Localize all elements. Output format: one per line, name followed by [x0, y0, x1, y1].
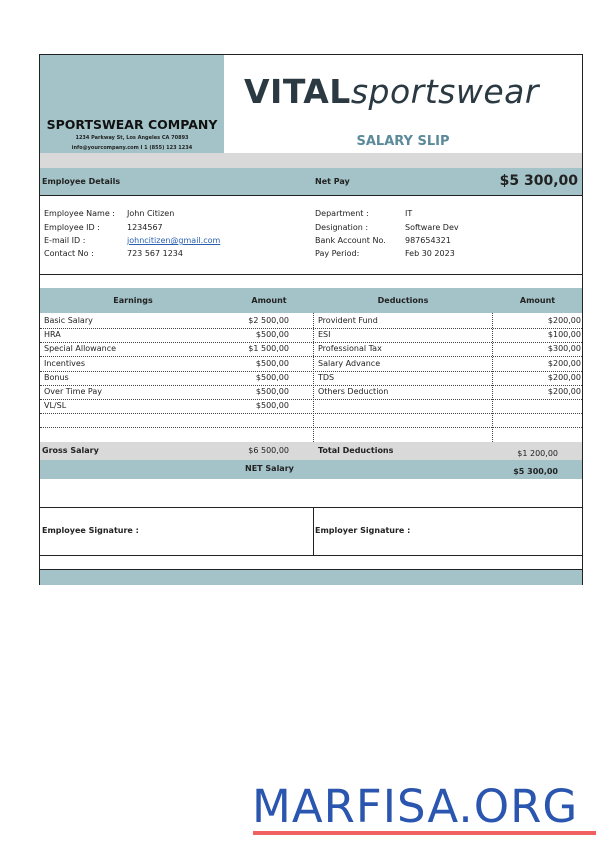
row-divider — [40, 427, 582, 429]
table-header-cell: Deductions — [377, 296, 429, 305]
earning-name: Bonus — [44, 372, 69, 382]
net-pay-value: $5 300,00 — [499, 173, 578, 189]
employee-field-label: Employee ID : — [44, 223, 100, 232]
watermark-underline — [253, 831, 596, 835]
gross-value: $6 500,00 — [248, 446, 289, 455]
net-salary-row — [40, 460, 582, 479]
divider — [40, 274, 582, 275]
employee-field-value: 723 567 1234 — [127, 249, 183, 258]
earning-amount: $1 500,00 — [248, 344, 289, 354]
column-divider — [313, 313, 314, 442]
earning-amount: $500,00 — [255, 372, 289, 382]
deduction-name: Others Deduction — [318, 387, 389, 396]
page-title: SALARY SLIP — [356, 134, 450, 149]
deduction-name: Professional Tax — [318, 344, 382, 354]
row-divider — [40, 399, 582, 400]
total-deductions-label: Total Deductions — [318, 446, 394, 455]
earning-amount: $500,00 — [255, 401, 289, 411]
gross-label: Gross Salary — [42, 446, 99, 455]
deduction-amount: $100,00 — [547, 330, 581, 340]
employee-field-label: Bank Account No. — [315, 236, 386, 245]
column-divider — [492, 313, 493, 442]
earning-name: HRA — [44, 330, 61, 340]
company-name: SPORTSWEAR COMPANY — [46, 117, 218, 132]
employee-field-label: E-mail ID : — [44, 236, 86, 245]
email-link[interactable]: johncitizen@gmail.com — [127, 236, 221, 245]
deduction-amount: $200,00 — [547, 372, 581, 382]
earning-amount: $500,00 — [255, 358, 289, 368]
deduction-name: TDS — [318, 372, 335, 382]
deduction-amount: $200,00 — [547, 387, 581, 396]
employee-signature[interactable]: Employee Signature : — [42, 526, 139, 535]
company-panel — [40, 55, 224, 153]
earning-amount: $2 500,00 — [248, 316, 289, 325]
footer-bar — [40, 569, 582, 585]
watermark: MARFISA.ORG — [252, 780, 579, 833]
deduction-amount: $200,00 — [547, 358, 581, 368]
row-divider — [40, 370, 582, 372]
brand-logo: VITALsportswear — [244, 72, 539, 111]
earning-amount: $500,00 — [255, 330, 289, 340]
table-header-cell: Amount — [519, 296, 556, 305]
row-divider — [40, 342, 582, 344]
gross-row — [40, 442, 582, 460]
employee-field-label: Employee Name : — [44, 209, 116, 218]
employer-signature[interactable]: Employer Signature : — [315, 526, 411, 535]
company-address: 1234 Parkway St, Los Angeles CA 70893 — [75, 135, 189, 141]
employee-field-value: Feb 30 2023 — [405, 249, 455, 258]
table-header-cell: Amount — [251, 296, 287, 305]
company-contact: info@yourcompany.com I 1 (855) 123 1234 — [71, 145, 193, 151]
employee-field-value: 987654321 — [405, 236, 451, 245]
divider — [313, 507, 314, 555]
net-pay-label: Net Pay — [315, 177, 350, 186]
deduction-name: ESI — [318, 330, 331, 340]
summary-bar — [40, 168, 582, 196]
divider — [40, 555, 582, 556]
earning-name: VL/SL — [44, 401, 67, 411]
spacer-bar — [40, 153, 582, 168]
employee-field-value: John Citizen — [127, 209, 175, 218]
employee-field-label: Designation : — [315, 223, 369, 232]
employee-field-value: 1234567 — [127, 223, 163, 232]
earning-name: Basic Salary — [44, 316, 93, 325]
table-header — [40, 288, 582, 313]
employee-details-heading: Employee Details — [42, 177, 121, 186]
net-salary-value: $5 300,00 — [513, 467, 558, 476]
deduction-name: Salary Advance — [318, 358, 381, 368]
row-divider — [40, 328, 582, 329]
row-divider — [40, 384, 582, 386]
row-divider — [40, 413, 582, 415]
logo-light: sportswear — [350, 72, 539, 111]
employee-field-label: Pay Period: — [315, 249, 360, 258]
employee-field-value: IT — [405, 209, 413, 218]
table-header-cell: Earnings — [113, 296, 153, 305]
deduction-amount: $200,00 — [547, 316, 581, 325]
earning-amount: $500,00 — [255, 387, 289, 396]
row-divider — [40, 356, 582, 358]
employee-field-label: Department : — [315, 209, 369, 218]
deduction-amount: $300,00 — [547, 344, 581, 354]
net-salary-label: NET Salary — [245, 464, 294, 473]
earning-name: Over Time Pay — [44, 387, 103, 396]
logo-bold: VITAL — [244, 72, 351, 111]
employee-field-value: Software Dev — [405, 223, 459, 232]
deduction-name: Provident Fund — [318, 316, 378, 325]
total-deductions-value: $1 200,00 — [517, 449, 558, 458]
employee-field-label: Contact No : — [44, 249, 94, 258]
earning-name: Special Allowance — [44, 344, 117, 354]
divider — [40, 507, 582, 508]
earning-name: Incentives — [44, 358, 86, 368]
